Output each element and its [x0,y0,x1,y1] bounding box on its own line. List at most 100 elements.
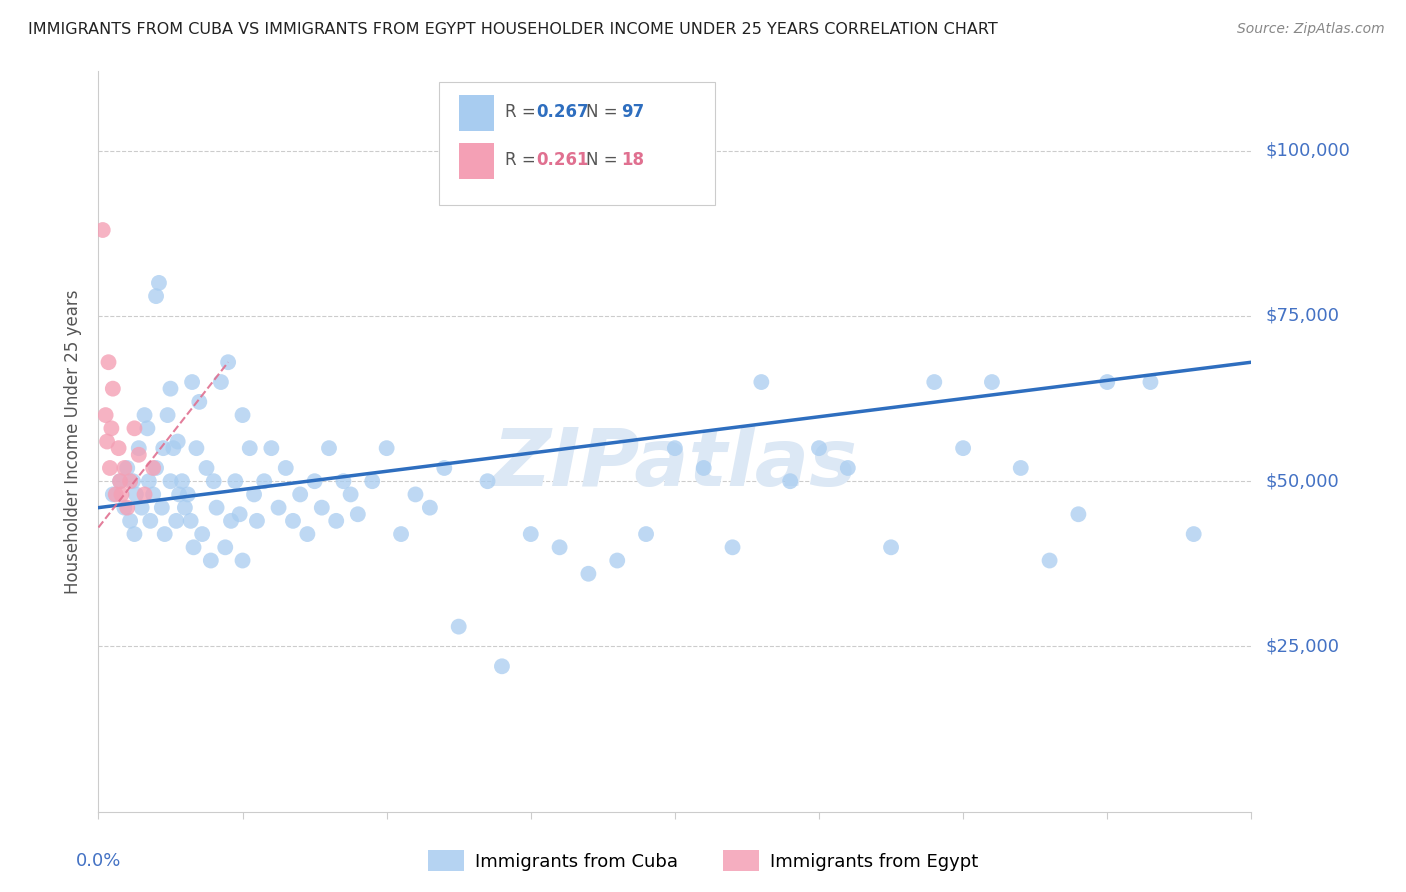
Point [104,487,127,501]
Text: $25,000: $25,000 [1265,638,1340,656]
Point [491,659,513,673]
Point [145,289,167,303]
Text: $50,000: $50,000 [1265,472,1339,491]
Point [1010,461,1032,475]
Text: 0.0%: 0.0% [76,853,121,871]
Point [98,461,121,475]
Point [1097,375,1119,389]
Point [162,441,184,455]
Point [174,500,197,515]
Point [159,474,181,488]
Point [195,461,218,475]
Point [664,441,686,455]
Point [136,421,159,435]
Point [91,223,114,237]
Point [148,276,170,290]
Point [100,421,122,435]
Point [260,441,283,455]
Point [297,527,319,541]
Point [209,375,232,389]
Point [332,474,354,488]
Point [837,461,859,475]
Text: Source: ZipAtlas.com: Source: ZipAtlas.com [1237,22,1385,37]
Point [246,514,269,528]
Point [112,461,135,475]
Text: R =: R = [505,103,541,121]
Point [721,541,744,555]
Point [205,500,228,515]
Point [202,474,225,488]
Point [200,553,222,567]
Text: $75,000: $75,000 [1265,307,1340,325]
Point [120,514,142,528]
Point [779,474,801,488]
Point [217,355,239,369]
Point [181,375,204,389]
Y-axis label: Householder Income Under 25 years: Householder Income Under 25 years [65,289,83,594]
Text: 0.267: 0.267 [537,103,589,121]
Point [636,527,658,541]
Point [186,441,208,455]
Point [124,421,146,435]
Point [214,541,236,555]
Point [150,500,173,515]
Point [447,619,470,633]
Point [1039,553,1062,567]
FancyBboxPatch shape [460,95,494,130]
Text: R =: R = [505,152,541,169]
Point [224,474,246,488]
Point [243,487,266,501]
Point [134,487,156,501]
Point [477,474,499,488]
Point [361,474,384,488]
Point [145,461,167,475]
Point [107,441,129,455]
Point [578,566,600,581]
Point [142,487,165,501]
Point [520,527,543,541]
Point [253,474,276,488]
Point [346,508,368,522]
Text: ZIPatlas: ZIPatlas [492,425,858,503]
Point [1139,375,1161,389]
Point [924,375,946,389]
Point [219,514,242,528]
Point [101,487,124,501]
Text: 18: 18 [620,152,644,169]
Point [405,487,427,501]
Point [548,541,571,555]
Text: $100,000: $100,000 [1265,142,1350,160]
Point [1182,527,1205,541]
Point [159,382,181,396]
Point [120,474,142,488]
Point [139,514,162,528]
Point [693,461,716,475]
Point [952,441,974,455]
Point [228,508,250,522]
Point [128,441,150,455]
Point [97,355,120,369]
Point [304,474,326,488]
Point [339,487,361,501]
Point [112,500,135,515]
Point [318,441,340,455]
Point [375,441,398,455]
Point [138,474,160,488]
Point [152,441,174,455]
Point [180,514,202,528]
Point [101,382,124,396]
Text: N =: N = [586,103,623,121]
Point [239,441,262,455]
Point [751,375,773,389]
Text: 0.261: 0.261 [537,152,589,169]
Point [167,487,190,501]
Point [153,527,176,541]
Point [131,500,153,515]
Point [108,474,131,488]
Point [290,487,312,501]
Point [166,434,188,449]
Point [94,408,117,422]
Point [808,441,831,455]
Point [311,500,333,515]
Text: IMMIGRANTS FROM CUBA VS IMMIGRANTS FROM EGYPT HOUSEHOLDER INCOME UNDER 25 YEARS : IMMIGRANTS FROM CUBA VS IMMIGRANTS FROM … [28,22,998,37]
